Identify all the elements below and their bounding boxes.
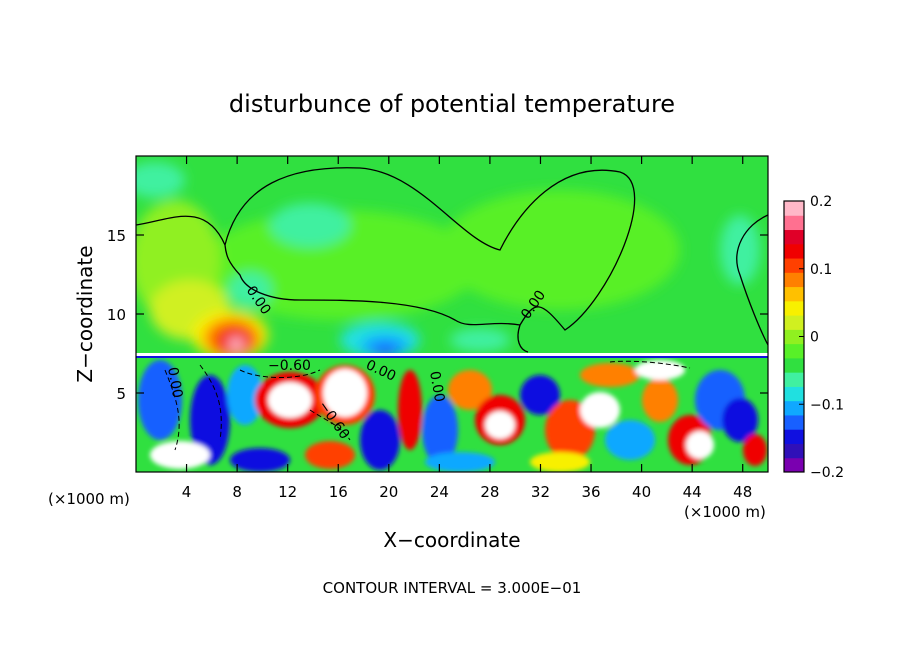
colorbar-swatch [784, 258, 804, 273]
colorbar-swatch [784, 229, 804, 245]
x-tick-label: 16 [329, 483, 348, 501]
y-tick-label: 5 [116, 385, 126, 403]
y-tick-label: 10 [107, 306, 126, 324]
colorbar-swatch [784, 414, 804, 430]
x-tick-label: 44 [683, 483, 702, 501]
colorbar-ticks: 0.2 0.1 0 −0.1 −0.2 [799, 194, 844, 481]
colorbar-tick-label: −0.1 [810, 397, 844, 413]
x-tick-label: 36 [581, 483, 600, 501]
colorbar-swatch [784, 343, 804, 359]
colorbar-swatch [784, 386, 804, 402]
contour-label: 0.00 [426, 370, 447, 403]
chart-title: disturbunce of potential temperature [229, 90, 675, 118]
colorbar-tick-label: 0.1 [810, 262, 832, 278]
contour-lines [136, 167, 768, 353]
colorbar-tick-label: 0 [810, 330, 819, 346]
plot-area: 0.00 0.00 0.00 −0.60 0.00 0.00 −0.60 [136, 156, 768, 472]
colorbar-tick-label: 0.2 [810, 194, 832, 210]
lower-layer [136, 353, 768, 472]
x-tick-label: 48 [733, 483, 752, 501]
colorbar-swatch [784, 215, 804, 231]
x-tick-label: 32 [531, 483, 550, 501]
colorbar-swatch [784, 300, 804, 316]
x-axis: 4 8 12 16 20 24 28 32 36 40 44 48 [182, 156, 752, 501]
colorbar [784, 201, 804, 473]
y-axis-label: Z−coordinate [73, 245, 97, 382]
contour-label: 0.00 [164, 366, 185, 399]
colorbar-swatch [784, 372, 804, 387]
colorbar-swatch [784, 329, 804, 345]
x-axis-label: X−coordinate [383, 528, 520, 552]
x-tick-label: 12 [278, 483, 297, 501]
x-tick-label: 28 [480, 483, 499, 501]
y-axis: 5 10 15 [107, 227, 768, 403]
colorbar-swatch [784, 400, 804, 416]
contour-label: −0.60 [268, 358, 311, 374]
colorbar-swatch [784, 457, 804, 473]
contour-interval-text: CONTOUR INTERVAL = 3.000E−01 [323, 579, 582, 597]
colorbar-swatch [784, 429, 804, 444]
lower-contours [164, 360, 691, 451]
x-tick-label: 8 [232, 483, 242, 501]
colorbar-swatch [784, 243, 804, 259]
upper-field [136, 162, 760, 360]
x-tick-label: 20 [379, 483, 398, 501]
colorbar-swatch [784, 201, 804, 216]
x-unit-left: (×1000 m) [48, 490, 130, 508]
x-unit-right: (×1000 m) [684, 503, 766, 521]
colorbar-tick-label: −0.2 [810, 465, 844, 481]
colorbar-swatch [784, 272, 804, 288]
y-tick-label: 15 [107, 227, 126, 245]
x-tick-label: 40 [632, 483, 651, 501]
colorbar-swatch [784, 357, 804, 373]
x-tick-label: 24 [430, 483, 449, 501]
colorbar-swatch [784, 443, 804, 459]
x-tick-label: 4 [182, 483, 192, 501]
colorbar-swatch [784, 315, 804, 330]
colorbar-swatch [784, 286, 804, 302]
